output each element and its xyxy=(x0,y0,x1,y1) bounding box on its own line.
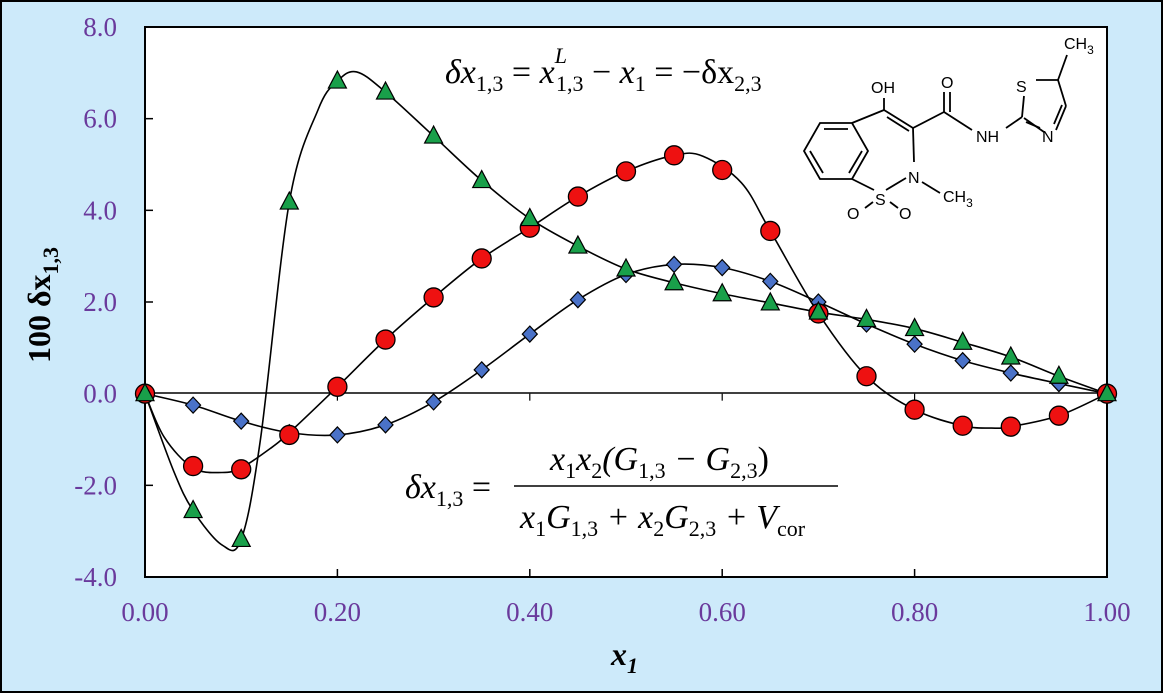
data-point-diamond xyxy=(761,272,779,291)
x-tick-label: 0.60 xyxy=(699,597,746,627)
svg-text:N: N xyxy=(1042,129,1054,146)
data-point-triangle xyxy=(279,190,300,210)
y-tick-label: 4.0 xyxy=(83,195,117,225)
data-point-triangle xyxy=(808,300,829,320)
svg-text:O: O xyxy=(899,206,911,223)
data-point-triangle xyxy=(1000,345,1021,365)
data-point-diamond xyxy=(954,351,972,370)
data-point-circle xyxy=(567,186,589,207)
data-point-diamond xyxy=(569,290,587,309)
data-point-circle xyxy=(904,399,925,420)
data-point-triangle xyxy=(1048,364,1069,384)
svg-text:CH3: CH3 xyxy=(943,189,973,210)
y-tick-label: 8.0 xyxy=(83,12,117,42)
data-point-diamond xyxy=(1002,364,1020,382)
data-point-circle xyxy=(1000,416,1021,437)
data-point-triangle xyxy=(567,234,588,254)
data-point-circle xyxy=(471,248,492,269)
data-point-circle xyxy=(663,145,685,166)
ticks: 0.00 0.20 0.40 0.60 0.80 1.00 -4.0 -2.0 0.0 2.0 4.… xyxy=(74,12,1130,627)
y-tick-label: 2.0 xyxy=(83,287,117,317)
data-point-triangle xyxy=(327,69,348,89)
data-point-triangle xyxy=(616,257,636,277)
svg-text:O: O xyxy=(847,206,859,223)
data-point-circle xyxy=(952,415,973,436)
molecule-structure xyxy=(802,54,1068,209)
svg-text:S: S xyxy=(875,192,886,209)
molecule-labels: OH O S CH3 NH N N CH3 O S O xyxy=(847,36,1094,223)
data-point-triangle xyxy=(423,124,444,144)
data-point-triangle xyxy=(471,169,492,189)
data-point-circle xyxy=(856,366,877,387)
svg-text:N: N xyxy=(908,170,920,187)
data-point-circle xyxy=(182,455,204,477)
data-point-triangle xyxy=(183,499,204,519)
plot-area xyxy=(144,26,1108,578)
y-tick-label: 6.0 xyxy=(83,104,117,134)
svg-text:CH3: CH3 xyxy=(1064,36,1094,57)
y-tick-label: 0.0 xyxy=(83,379,117,409)
data-point-diamond xyxy=(184,396,202,415)
data-point-circle xyxy=(327,376,348,397)
data-point-circle xyxy=(712,159,733,181)
data-point-circle xyxy=(423,287,444,308)
data-point-diamond xyxy=(473,360,491,379)
svg-text:O: O xyxy=(941,75,953,92)
data-point-circle xyxy=(615,161,637,182)
equation-bottom-numerator: x1x2(G1,3 − G2,3) xyxy=(549,441,769,483)
data-point-triangle xyxy=(712,282,733,302)
data-point-triangle xyxy=(760,291,781,311)
svg-text:S: S xyxy=(1016,79,1027,96)
data-point-circle xyxy=(760,220,781,242)
data-point-triangle xyxy=(664,271,685,291)
data-point-diamond xyxy=(521,325,539,343)
data-point-triangle xyxy=(135,382,155,402)
x-tick-label: 0.00 xyxy=(121,597,168,627)
data-point-triangle xyxy=(1097,382,1117,402)
equation-top: δx1,3 = xL 1,3 − x1 = −δx2,3 xyxy=(445,43,762,96)
data-point-triangle xyxy=(375,80,396,100)
svg-text:OH: OH xyxy=(871,80,895,97)
x-tick-label: 0.40 xyxy=(506,597,553,627)
x-tick-label: 0.20 xyxy=(314,597,361,627)
data-point-circle xyxy=(279,424,300,446)
data-point-circle xyxy=(375,329,396,350)
data-point-triangle xyxy=(952,331,973,350)
data-point-triangle xyxy=(519,207,540,227)
data-points xyxy=(134,69,1118,548)
x-tick-label: 1.00 xyxy=(1083,597,1130,627)
data-point-diamond xyxy=(329,426,346,444)
y-axis-title: 100 δx1,3 xyxy=(21,247,63,363)
x-tick-label: 0.80 xyxy=(891,597,938,627)
data-point-diamond xyxy=(713,258,731,277)
data-point-circle xyxy=(1048,405,1070,426)
data-point-diamond xyxy=(232,412,250,431)
equation-bottom-denominator: x1G1,3 + x2G2,3 + Vcor xyxy=(519,499,806,541)
data-point-triangle xyxy=(856,308,877,328)
x-axis-title: x1 xyxy=(610,636,638,678)
y-tick-label: -2.0 xyxy=(74,470,117,500)
data-point-triangle xyxy=(904,317,925,337)
data-point-triangle xyxy=(231,528,252,548)
svg-text:NH: NH xyxy=(976,129,999,146)
data-point-circle xyxy=(231,459,252,480)
data-point-diamond xyxy=(425,393,442,411)
equation-bottom-lhs: δx1,3 = xyxy=(405,469,491,511)
data-point-diamond xyxy=(906,335,923,354)
data-point-diamond xyxy=(377,415,394,434)
y-tick-label: -4.0 xyxy=(74,562,117,592)
fit-curve-3 xyxy=(144,70,1108,552)
